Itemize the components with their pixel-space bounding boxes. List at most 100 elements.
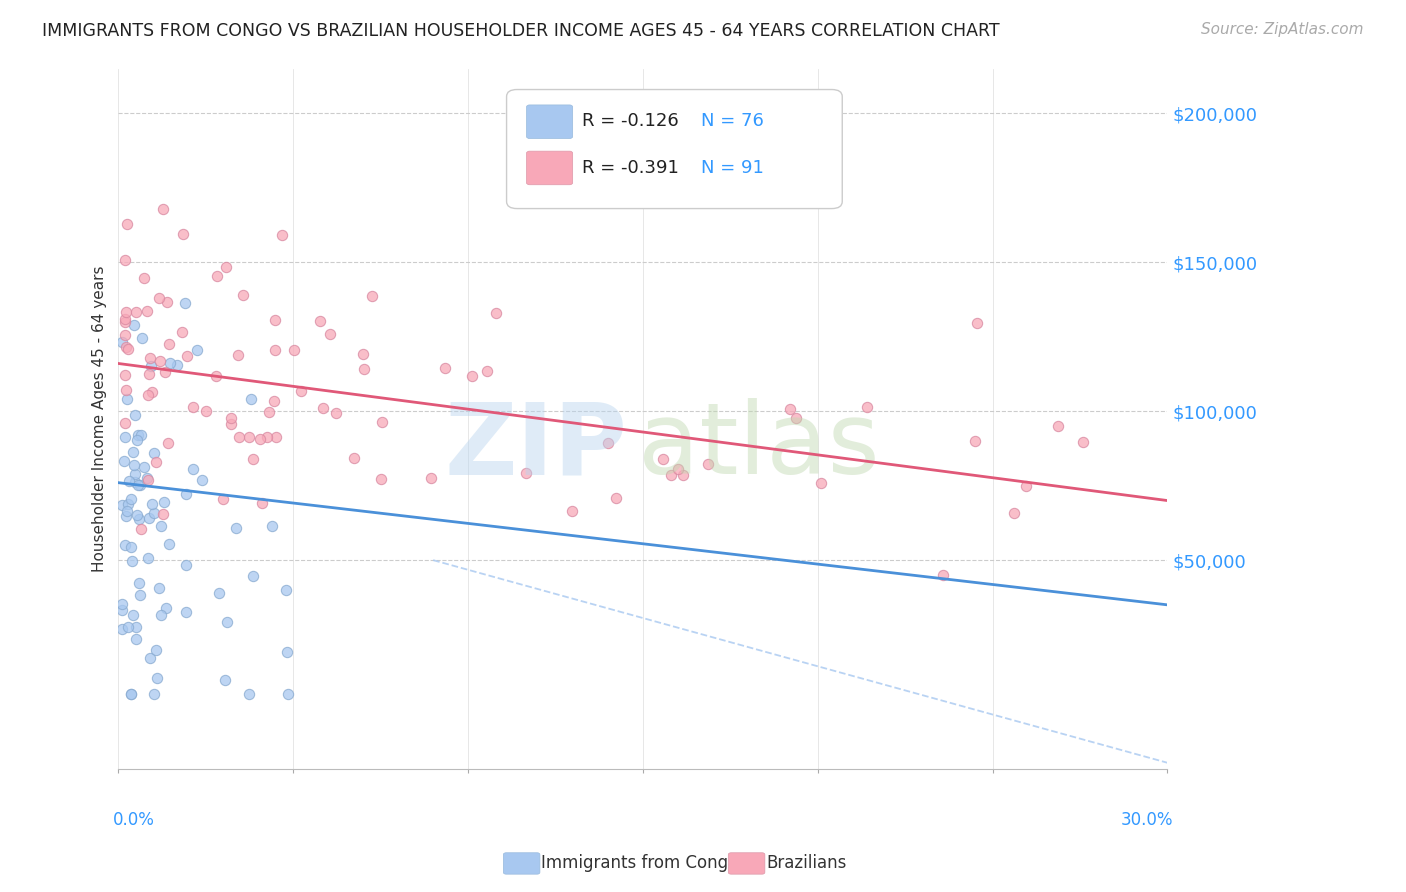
Point: [319, 327, 342, 342]
Point: [561, 504, 583, 518]
Point: [276, 645, 298, 659]
Point: [129, 478, 152, 492]
Point: [114, 368, 136, 383]
Point: [114, 304, 136, 318]
Point: [159, 356, 181, 370]
Point: [143, 446, 166, 460]
Point: [228, 430, 250, 444]
Point: [121, 554, 143, 568]
Point: [111, 623, 134, 637]
Text: IMMIGRANTS FROM CONGO VS BRAZILIAN HOUSEHOLDER INCOME AGES 45 - 64 YEARS CORRELA: IMMIGRANTS FROM CONGO VS BRAZILIAN HOUSE…: [42, 22, 1000, 40]
Point: [370, 472, 392, 486]
Point: [149, 519, 172, 533]
Point: [283, 343, 305, 357]
Point: [1071, 434, 1094, 449]
Point: [274, 582, 297, 597]
Point: [277, 687, 299, 701]
Point: [139, 359, 162, 374]
Point: [156, 294, 179, 309]
Text: 30.0%: 30.0%: [1121, 811, 1173, 829]
Point: [810, 476, 832, 491]
Point: [672, 468, 695, 483]
Point: [114, 327, 136, 342]
Point: [122, 318, 145, 332]
Point: [172, 227, 194, 241]
Point: [149, 354, 172, 368]
Point: [239, 392, 262, 406]
Point: [122, 445, 145, 459]
Point: [214, 673, 236, 687]
Point: [205, 268, 228, 283]
Point: [256, 429, 278, 443]
Point: [124, 408, 146, 422]
Point: [232, 288, 254, 302]
Point: [131, 331, 153, 345]
Point: [129, 428, 152, 442]
Point: [1002, 506, 1025, 520]
Point: [114, 312, 136, 326]
Point: [132, 460, 155, 475]
Point: [111, 498, 134, 512]
Point: [932, 568, 955, 582]
Point: [117, 343, 139, 357]
Point: [129, 588, 152, 602]
Point: [122, 458, 145, 472]
Point: [117, 497, 139, 511]
Point: [174, 605, 197, 619]
Point: [127, 427, 149, 442]
Point: [605, 491, 627, 505]
FancyBboxPatch shape: [526, 151, 572, 185]
Point: [121, 687, 143, 701]
Point: [173, 296, 195, 310]
Point: [249, 432, 271, 446]
Point: [127, 508, 149, 522]
Point: [311, 401, 333, 416]
Point: [262, 518, 284, 533]
Point: [124, 620, 146, 634]
Point: [370, 415, 392, 429]
Point: [170, 325, 193, 339]
Point: [485, 305, 508, 319]
Point: [141, 384, 163, 399]
Point: [153, 495, 176, 509]
Point: [290, 384, 312, 398]
Text: Source: ZipAtlas.com: Source: ZipAtlas.com: [1201, 22, 1364, 37]
Point: [117, 504, 139, 518]
Point: [149, 608, 172, 623]
Point: [138, 351, 160, 365]
Point: [146, 671, 169, 685]
Point: [219, 410, 242, 425]
Point: [1015, 479, 1038, 493]
Point: [148, 291, 170, 305]
Point: [143, 687, 166, 701]
Point: [343, 450, 366, 465]
Point: [114, 538, 136, 552]
Point: [215, 260, 238, 275]
Y-axis label: Householder Income Ages 45 - 64 years: Householder Income Ages 45 - 64 years: [93, 266, 107, 572]
Point: [138, 367, 160, 381]
Point: [114, 416, 136, 430]
Point: [352, 346, 374, 360]
Point: [1047, 418, 1070, 433]
Point: [225, 521, 247, 535]
Point: [115, 383, 138, 397]
Point: [191, 473, 214, 487]
Point: [264, 430, 287, 444]
Point: [125, 433, 148, 447]
Point: [785, 411, 807, 425]
Point: [157, 436, 180, 450]
Point: [138, 551, 160, 566]
Text: Brazilians: Brazilians: [766, 855, 846, 872]
Point: [141, 497, 163, 511]
Point: [136, 473, 159, 487]
Text: ZIP: ZIP: [444, 398, 627, 495]
Point: [186, 343, 208, 357]
Point: [238, 687, 260, 701]
Point: [134, 271, 156, 285]
Point: [128, 512, 150, 526]
Point: [114, 316, 136, 330]
Point: [131, 523, 153, 537]
Point: [963, 434, 986, 448]
Point: [122, 607, 145, 622]
Text: Immigrants from Congo: Immigrants from Congo: [541, 855, 738, 872]
